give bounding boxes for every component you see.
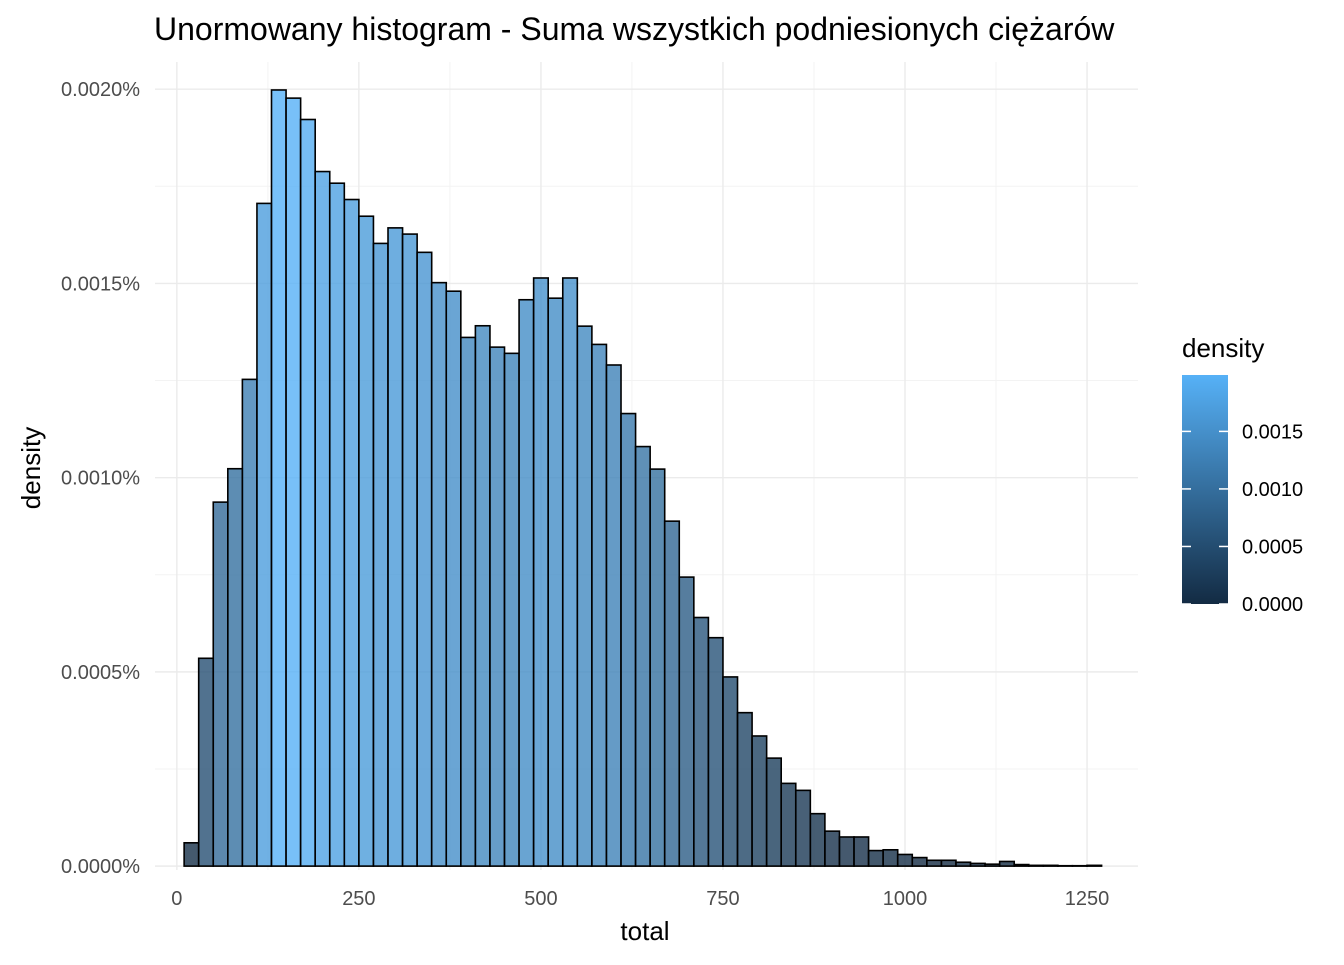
histogram-bar bbox=[403, 234, 418, 866]
histogram-bar bbox=[432, 283, 447, 866]
histogram-bar bbox=[839, 837, 854, 866]
histogram-bar bbox=[505, 353, 520, 866]
histogram-bar bbox=[373, 243, 388, 866]
histogram-bar bbox=[941, 860, 956, 866]
legend-label: 0.0000 bbox=[1242, 594, 1303, 616]
histogram-bar bbox=[971, 863, 986, 866]
histogram-bar bbox=[417, 252, 432, 866]
histogram-bar bbox=[825, 831, 840, 866]
histogram-bar bbox=[213, 502, 228, 866]
histogram-bar bbox=[752, 736, 767, 866]
histogram-bar bbox=[883, 850, 898, 866]
x-axis-title: total bbox=[620, 916, 669, 946]
histogram-bar bbox=[679, 577, 694, 866]
histogram-bar bbox=[606, 365, 621, 866]
histogram-bar bbox=[534, 278, 549, 866]
histogram-bar bbox=[199, 658, 214, 866]
y-axis-title: density bbox=[16, 427, 46, 509]
histogram-bar bbox=[446, 291, 461, 866]
histogram-bar bbox=[272, 90, 287, 866]
histogram-bar bbox=[636, 447, 651, 867]
histogram-bar bbox=[315, 172, 330, 867]
color-legend: density 0.0015 0.0010 0.0005 0.0000 bbox=[1182, 333, 1303, 616]
histogram-bar bbox=[694, 618, 709, 867]
histogram-bar bbox=[621, 414, 636, 867]
histogram-bar bbox=[767, 758, 782, 866]
histogram-bar bbox=[854, 837, 869, 866]
x-tick-label: 0 bbox=[171, 888, 182, 910]
histogram-bar bbox=[359, 216, 374, 866]
histogram-bar bbox=[184, 843, 199, 866]
histogram-bar bbox=[1043, 865, 1058, 866]
histogram-bar bbox=[490, 347, 505, 866]
histogram-bar bbox=[257, 203, 272, 866]
x-axis-ticks: 0 250 500 750 1000 1250 bbox=[171, 888, 1109, 910]
histogram-bar bbox=[1000, 861, 1015, 866]
histogram-bar bbox=[592, 344, 607, 866]
legend-label: 0.0005 bbox=[1242, 536, 1303, 558]
histogram-bar bbox=[475, 326, 490, 866]
histogram-bar bbox=[548, 298, 563, 866]
x-tick-label: 250 bbox=[342, 888, 375, 910]
legend-label: 0.0015 bbox=[1242, 421, 1303, 443]
histogram-bar bbox=[242, 379, 257, 866]
y-axis-ticks: 0.0000% 0.0005% 0.0010% 0.0015% 0.0020% bbox=[61, 79, 140, 878]
histogram-bar bbox=[577, 326, 592, 866]
histogram-bar bbox=[563, 278, 578, 866]
histogram-bar bbox=[461, 337, 476, 866]
histogram-bar bbox=[781, 783, 796, 866]
legend-title: density bbox=[1182, 333, 1264, 363]
histogram-bar bbox=[869, 851, 884, 867]
histogram-bar bbox=[1029, 865, 1044, 866]
histogram-bar bbox=[927, 860, 942, 866]
chart-title: Unormowany histogram - Suma wszystkich p… bbox=[154, 11, 1115, 47]
y-tick-label: 0.0005% bbox=[61, 662, 140, 684]
histogram-bar bbox=[708, 638, 723, 866]
y-tick-label: 0.0000% bbox=[61, 856, 140, 878]
x-tick-label: 1250 bbox=[1065, 888, 1110, 910]
histogram-bar bbox=[228, 469, 243, 866]
histogram-bar bbox=[665, 521, 680, 866]
histogram-bar bbox=[650, 469, 665, 866]
y-tick-label: 0.0010% bbox=[61, 468, 140, 490]
x-tick-label: 750 bbox=[706, 888, 739, 910]
legend-label: 0.0010 bbox=[1242, 479, 1303, 501]
x-tick-label: 500 bbox=[524, 888, 557, 910]
histogram-bar bbox=[810, 814, 825, 866]
histogram-bar bbox=[330, 183, 345, 866]
y-tick-label: 0.0015% bbox=[61, 273, 140, 295]
histogram-bar bbox=[738, 713, 753, 866]
histogram-bar bbox=[519, 300, 534, 866]
x-tick-label: 1000 bbox=[883, 888, 928, 910]
histogram-bar bbox=[301, 119, 316, 866]
histogram-bar bbox=[898, 854, 913, 866]
histogram-bar bbox=[723, 677, 738, 866]
histogram-bar bbox=[1014, 865, 1029, 867]
histogram-bar bbox=[1087, 865, 1102, 866]
histogram-bar bbox=[796, 790, 811, 866]
histogram-bar bbox=[912, 858, 927, 867]
histogram-bar bbox=[956, 862, 971, 866]
histogram-bar bbox=[286, 98, 301, 866]
histogram-bar bbox=[388, 228, 403, 866]
y-tick-label: 0.0020% bbox=[61, 79, 140, 101]
histogram-bar bbox=[344, 200, 359, 867]
histogram-bar bbox=[985, 864, 1000, 866]
